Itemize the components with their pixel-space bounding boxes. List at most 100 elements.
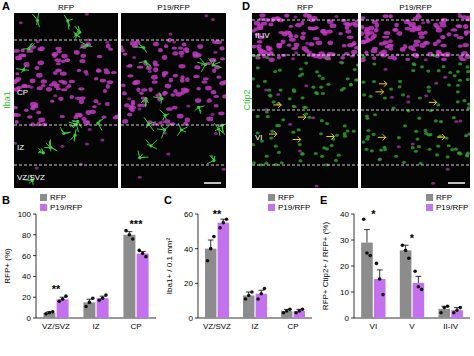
cell xyxy=(36,40,40,43)
cell xyxy=(132,81,138,85)
cell xyxy=(220,57,225,60)
error-bar xyxy=(415,276,421,283)
cell xyxy=(70,95,75,99)
cell xyxy=(122,91,127,95)
marks xyxy=(43,229,148,318)
y-tick-label: 0 xyxy=(189,314,194,323)
data-point xyxy=(221,221,225,225)
cell xyxy=(15,120,19,124)
significance: * xyxy=(371,208,376,220)
cell xyxy=(19,21,23,24)
cell xyxy=(103,89,107,93)
microglia xyxy=(76,120,79,123)
cell xyxy=(343,132,347,135)
cell xyxy=(353,68,357,71)
cell xyxy=(454,148,458,151)
cell xyxy=(436,50,442,54)
microglia xyxy=(16,66,29,73)
cell xyxy=(320,119,324,122)
cell xyxy=(31,122,35,126)
cell xyxy=(148,87,152,92)
cell xyxy=(321,92,325,95)
bar xyxy=(374,279,386,318)
cell xyxy=(60,72,67,76)
x-tick-label: V xyxy=(409,322,415,331)
figure: AIba1RFPCPIZVZ/SVZP19/RFPDCtip2RFPII-IVV… xyxy=(0,0,474,356)
cell xyxy=(351,50,357,55)
cell xyxy=(294,51,298,54)
cell xyxy=(276,93,280,96)
cell xyxy=(341,19,347,23)
cell xyxy=(366,135,370,138)
cell xyxy=(172,41,176,44)
cell xyxy=(300,152,304,155)
cell xyxy=(65,59,70,63)
cell xyxy=(447,32,452,36)
cell xyxy=(397,145,401,148)
cell xyxy=(411,146,415,149)
microglia xyxy=(160,97,163,100)
panel-letter: E xyxy=(320,194,327,206)
cell xyxy=(345,22,351,25)
cell xyxy=(135,40,141,44)
cell xyxy=(111,71,117,74)
data-point xyxy=(297,309,301,313)
cell xyxy=(419,162,423,165)
cell xyxy=(458,62,462,65)
cell xyxy=(211,18,215,21)
bar xyxy=(243,295,254,318)
cell xyxy=(442,65,446,68)
data-point xyxy=(64,294,68,298)
cell xyxy=(388,56,395,59)
data-point xyxy=(91,296,95,300)
cell xyxy=(274,163,278,166)
cell xyxy=(291,47,296,50)
cell xyxy=(186,105,190,108)
bar-chart: ERFP+ Ctip2+ / RFP+ (%)010203040VIVII-IV… xyxy=(320,193,470,331)
arrow xyxy=(298,114,306,120)
cell xyxy=(308,26,313,30)
data-point xyxy=(212,235,216,239)
cell xyxy=(96,68,100,72)
cell xyxy=(298,150,302,153)
cell xyxy=(158,48,163,52)
cell xyxy=(340,56,345,59)
cell xyxy=(53,71,58,75)
cell xyxy=(24,62,30,67)
cell xyxy=(280,161,284,164)
cell xyxy=(106,84,110,89)
cell xyxy=(325,147,329,150)
cell xyxy=(304,46,308,49)
cell xyxy=(466,70,470,73)
cell xyxy=(458,79,462,82)
cell xyxy=(88,128,92,131)
data-point xyxy=(288,308,292,312)
cell xyxy=(78,87,84,90)
cell xyxy=(372,47,378,51)
cell xyxy=(218,112,224,116)
cell xyxy=(39,46,44,51)
data-point xyxy=(104,293,108,297)
bar xyxy=(400,250,412,318)
cell xyxy=(314,91,318,94)
cell xyxy=(37,122,41,127)
cell xyxy=(420,65,424,68)
marks xyxy=(361,217,463,318)
data-point xyxy=(362,217,366,221)
cell xyxy=(185,77,190,82)
cell xyxy=(325,56,329,59)
layer-boundary xyxy=(361,55,470,56)
microglia xyxy=(141,99,148,107)
cell xyxy=(294,43,300,48)
cell xyxy=(356,63,358,66)
data-point xyxy=(51,310,55,314)
cell xyxy=(37,60,44,65)
y-axis xyxy=(36,214,37,318)
cell xyxy=(423,129,427,132)
cell xyxy=(443,76,447,79)
cell xyxy=(166,152,170,155)
cell xyxy=(173,74,178,78)
y-tick xyxy=(33,234,36,235)
cell xyxy=(447,83,451,86)
cell xyxy=(384,68,388,71)
